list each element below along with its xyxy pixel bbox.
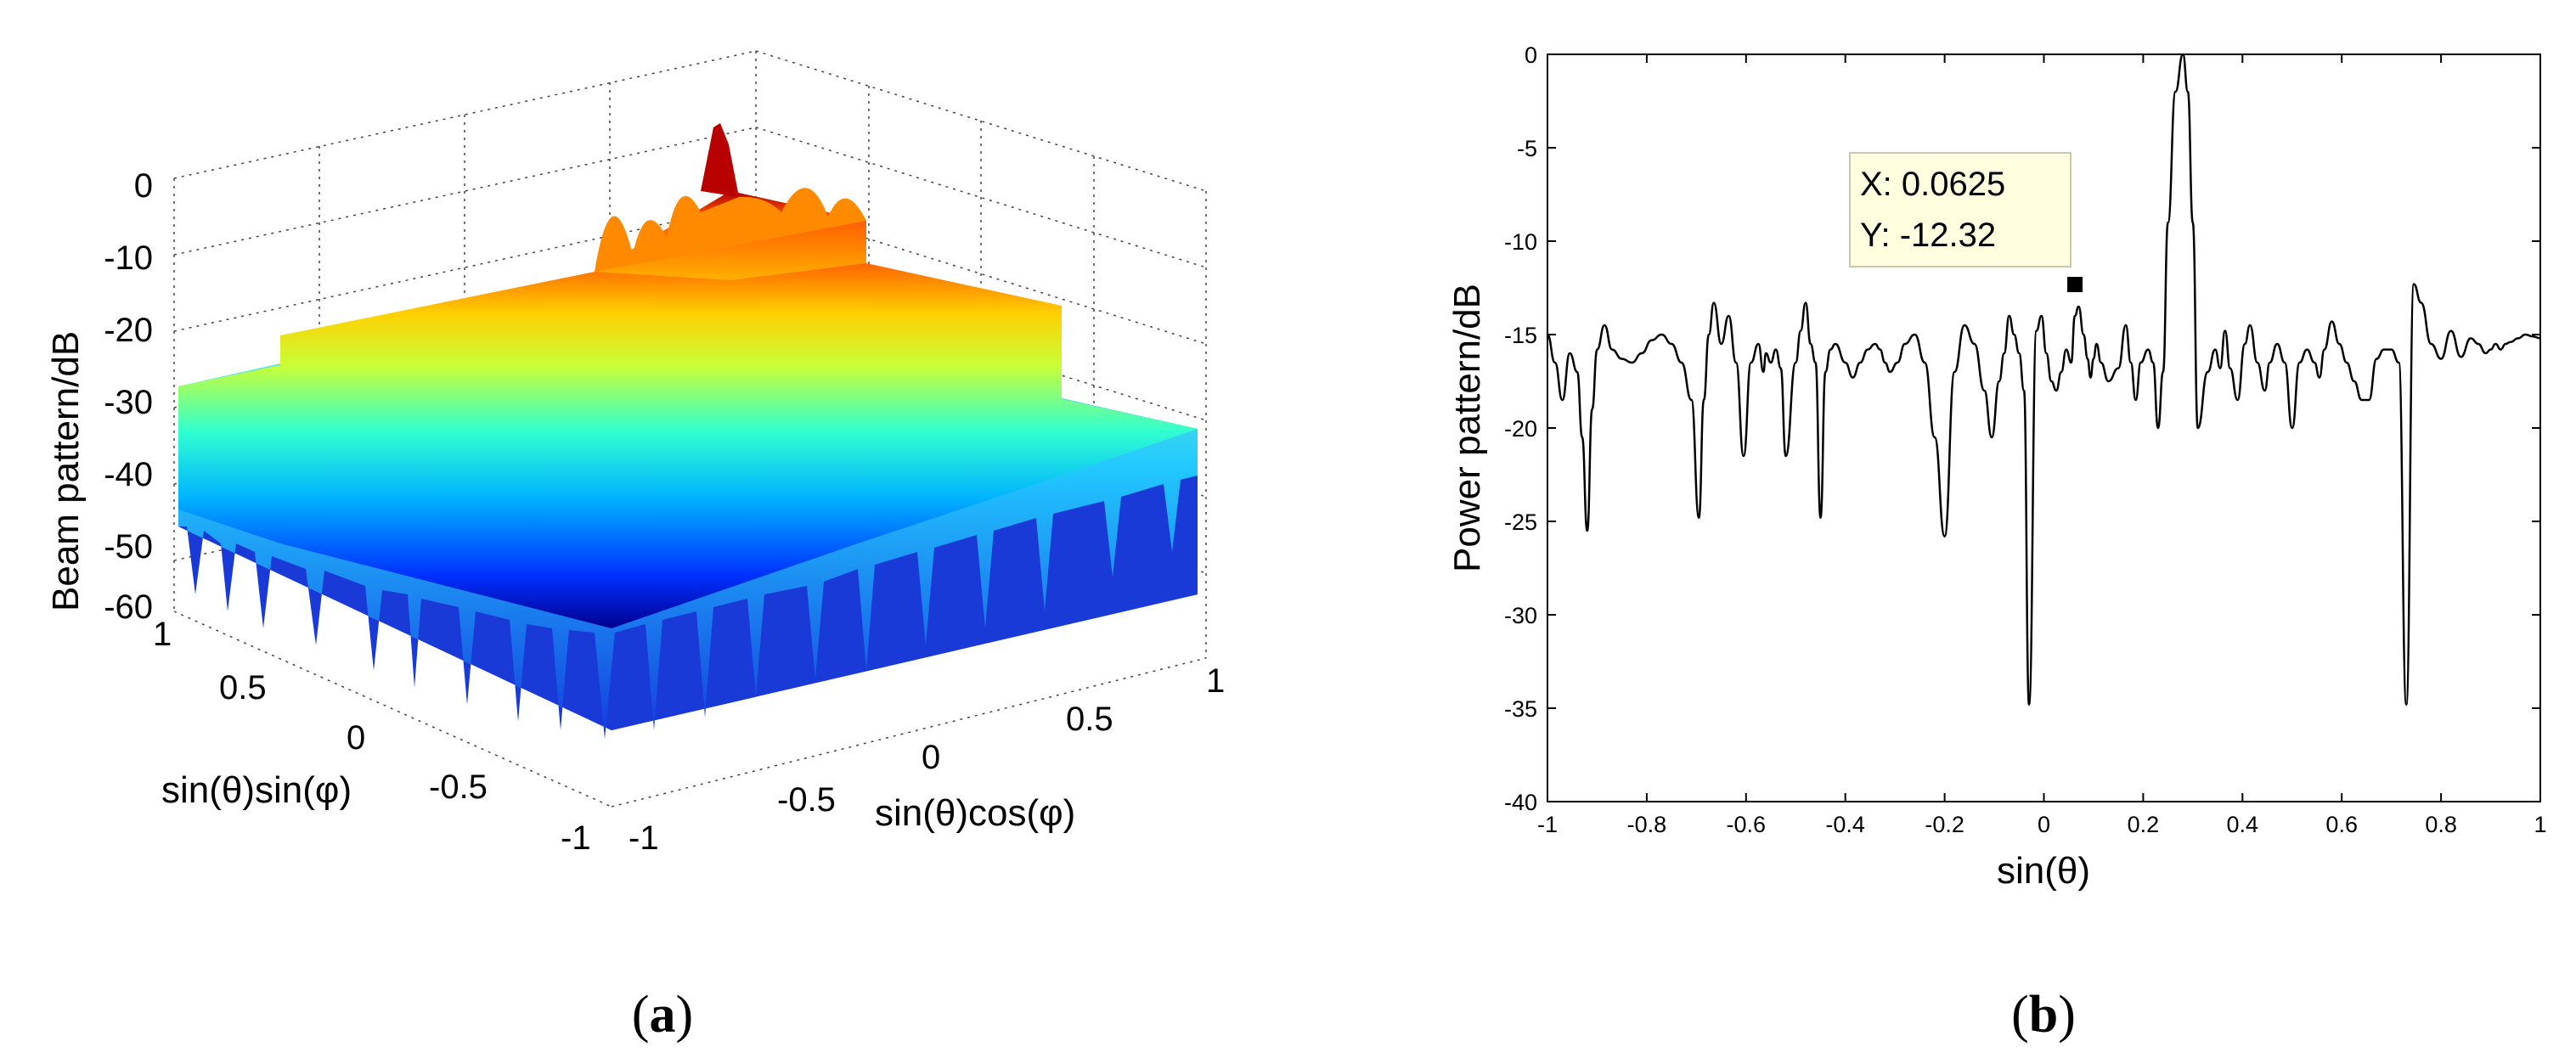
caption-a-letter: a	[650, 986, 676, 1044]
chart-b-xtick-label: 0.4	[2227, 812, 2259, 837]
chart-a-yt-05: 0.5	[219, 669, 267, 707]
chart-a-xt-1: 1	[1206, 662, 1225, 700]
chart-b-xtick-label: -0.4	[1825, 812, 1865, 837]
chart-b-series-line	[1546, 53, 2541, 706]
chart-a-surface-top	[178, 191, 1198, 628]
chart-b-ylabel: Power pattern/dB	[1446, 284, 1488, 572]
chart-a-yt-m1: -1	[561, 819, 591, 857]
chart-a-xt-m1: -1	[628, 819, 659, 857]
caption-a-close: )	[676, 986, 694, 1044]
chart-a-zt-3: -30	[104, 384, 153, 421]
chart-b-ytick-label: -10	[1504, 229, 1537, 255]
chart-b-datatip-y: Y: -12.32	[1860, 217, 1996, 254]
chart-b-xtick-label: -1	[1537, 812, 1558, 837]
chart-a-y-ticks: 1 0.5 0 -0.5 -1	[153, 616, 591, 857]
chart-b-ytick-label: 0	[1525, 42, 1537, 68]
chart-b-datatip: X: 0.0625 Y: -12.32	[1849, 152, 2072, 267]
chart-b-ytick-label: -5	[1517, 136, 1537, 161]
chart-a-spikes	[178, 476, 1198, 739]
chart-a-xt-05: 0.5	[1066, 701, 1113, 738]
caption-a-open: (	[632, 986, 650, 1044]
chart-b-datatip-marker[interactable]	[2067, 277, 2083, 293]
chart-b-xtick-label: -0.6	[1727, 812, 1767, 837]
chart-b-ytick-label: -20	[1504, 416, 1537, 442]
chart-b-ytick-label: -15	[1504, 323, 1537, 348]
chart-b-xtick-label: -0.2	[1925, 812, 1964, 837]
chart-b-xtick-label: -0.8	[1627, 812, 1667, 837]
chart-a-yt-1: 1	[153, 616, 172, 653]
chart-b-xtick-label: 0.2	[2128, 812, 2160, 837]
chart-a-peak	[701, 123, 739, 197]
chart-a-zt-6: -60	[104, 588, 153, 626]
chart-a-xlabel: sin(θ)cos(φ)	[875, 792, 1075, 834]
caption-b-letter: b	[2029, 986, 2058, 1044]
caption-b-open: (	[2011, 986, 2029, 1044]
chart-a-zlabel: Beam pattern/dB	[45, 331, 87, 611]
chart-a-lobe-bumps	[595, 188, 866, 272]
chart-a-xt-0: 0	[922, 739, 940, 776]
chart-a-zt-5: -50	[104, 528, 153, 566]
chart-b-ytick-label: -35	[1504, 696, 1537, 722]
chart-b-datatip-x: X: 0.0625	[1860, 166, 2005, 203]
chart-b-ytick-label: -25	[1504, 509, 1537, 535]
chart-b-ytick-label: -40	[1504, 790, 1537, 815]
chart-a-x-ticks: -1 -0.5 0 0.5 1	[628, 662, 1225, 857]
chart-b-xtick-label: 0	[2038, 812, 2050, 837]
chart-b-ytick-label: -30	[1504, 603, 1537, 628]
chart-b-y-ticks: 0 -5 -10 -15 -20 -25 -30 -35 -40	[1504, 42, 2540, 815]
chart-a-zt-4: -40	[104, 456, 153, 493]
caption-b-close: )	[2058, 986, 2076, 1044]
chart-a-z-ticks: 0 -10 -20 -30 -40 -50 -60	[104, 167, 153, 626]
chart-a-surface: 0 -10 -20 -30 -40 -50 -60 1 0.5 0 -0.5 -…	[45, 50, 1225, 857]
chart-a-zt-1: -10	[104, 239, 153, 277]
chart-a-ylabel: sin(θ)sin(φ)	[161, 769, 352, 811]
chart-b-datatip-box	[1849, 152, 2072, 267]
chart-a-surface-body	[178, 123, 1198, 739]
caption-b: (b)	[2011, 986, 2076, 1044]
chart-b-xtick-label: 0.8	[2425, 812, 2457, 837]
chart-a-yt-m05: -0.5	[429, 768, 488, 806]
chart-b-x-ticks: -1 -0.8 -0.6 -0.4 -0.2 0 0.2 0.4 0.6 0.8 1	[1537, 54, 2547, 837]
chart-b-xtick-label: 1	[2534, 812, 2546, 837]
chart-a-yt-0: 0	[347, 719, 365, 757]
chart-a-zt-0: 0	[134, 167, 153, 205]
chart-a-zt-2: -20	[104, 312, 153, 349]
chart-b-xtick-label: 0.6	[2325, 812, 2358, 837]
chart-b-line: 0-5-10-15-20-25-30-35-40 -1 -0.8 -0.6 -0.4-…	[1446, 42, 2547, 892]
caption-a: (a)	[632, 986, 693, 1044]
chart-a-xt-m05: -0.5	[777, 781, 836, 819]
chart-b-xlabel: sin(θ)	[1997, 850, 2090, 892]
